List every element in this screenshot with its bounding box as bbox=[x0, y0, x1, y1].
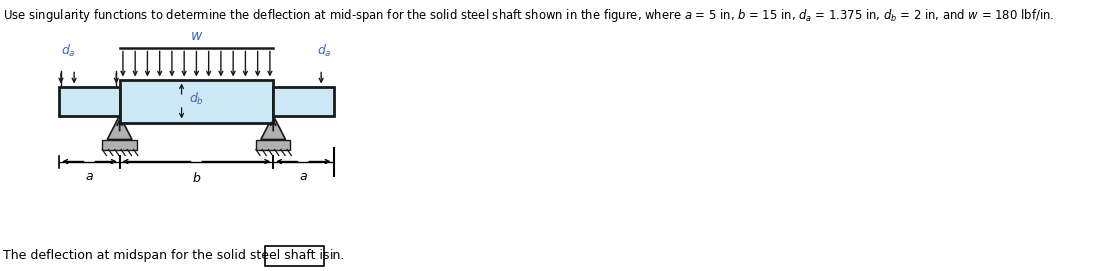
Bar bbox=[265, 246, 325, 266]
Bar bbox=[102, 140, 137, 150]
Bar bbox=[60, 86, 120, 115]
Bar bbox=[120, 79, 274, 122]
Bar bbox=[274, 86, 334, 115]
Text: $d_a$: $d_a$ bbox=[61, 42, 75, 59]
Text: The deflection at midspan for the solid steel shaft is: The deflection at midspan for the solid … bbox=[3, 249, 330, 262]
Bar bbox=[256, 140, 290, 150]
Text: $b$: $b$ bbox=[192, 170, 201, 185]
Text: $w$: $w$ bbox=[189, 28, 203, 43]
Text: $d_b$: $d_b$ bbox=[188, 91, 204, 107]
Text: Use singularity functions to determine the deflection at mid-span for the solid : Use singularity functions to determine t… bbox=[3, 8, 1055, 24]
Polygon shape bbox=[107, 115, 132, 140]
Text: $a$: $a$ bbox=[299, 170, 308, 183]
Text: in.: in. bbox=[330, 249, 346, 262]
Text: $a$: $a$ bbox=[85, 170, 94, 183]
Polygon shape bbox=[260, 115, 286, 140]
Text: $d_a$: $d_a$ bbox=[317, 42, 332, 59]
